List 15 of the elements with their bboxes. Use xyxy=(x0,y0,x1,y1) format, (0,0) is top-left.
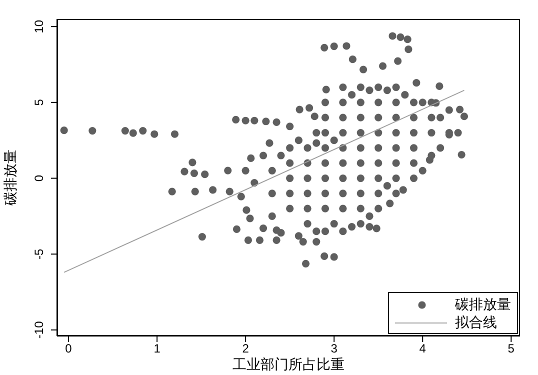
y-tick-label: 0 xyxy=(32,174,46,182)
x-tick-label: 4 xyxy=(419,342,426,356)
x-tick-label: 5 xyxy=(508,342,515,356)
legend-label: 拟合线 xyxy=(455,314,497,332)
y-tick-label: -10 xyxy=(32,320,46,339)
x-axis-title: 工业部门所占比重 xyxy=(232,356,344,372)
legend-label: 碳排放量 xyxy=(455,296,511,314)
x-tick-label: 2 xyxy=(242,342,250,356)
y-tick-label: -5 xyxy=(32,248,46,260)
y-tick-label: 10 xyxy=(32,20,46,34)
y-axis-title: 碳排放量 xyxy=(2,150,18,206)
x-tick-label: 0 xyxy=(65,342,72,356)
y-tick-label: 5 xyxy=(32,98,46,106)
x-tick-label: 1 xyxy=(154,342,161,356)
x-tick-label: 3 xyxy=(330,342,338,356)
